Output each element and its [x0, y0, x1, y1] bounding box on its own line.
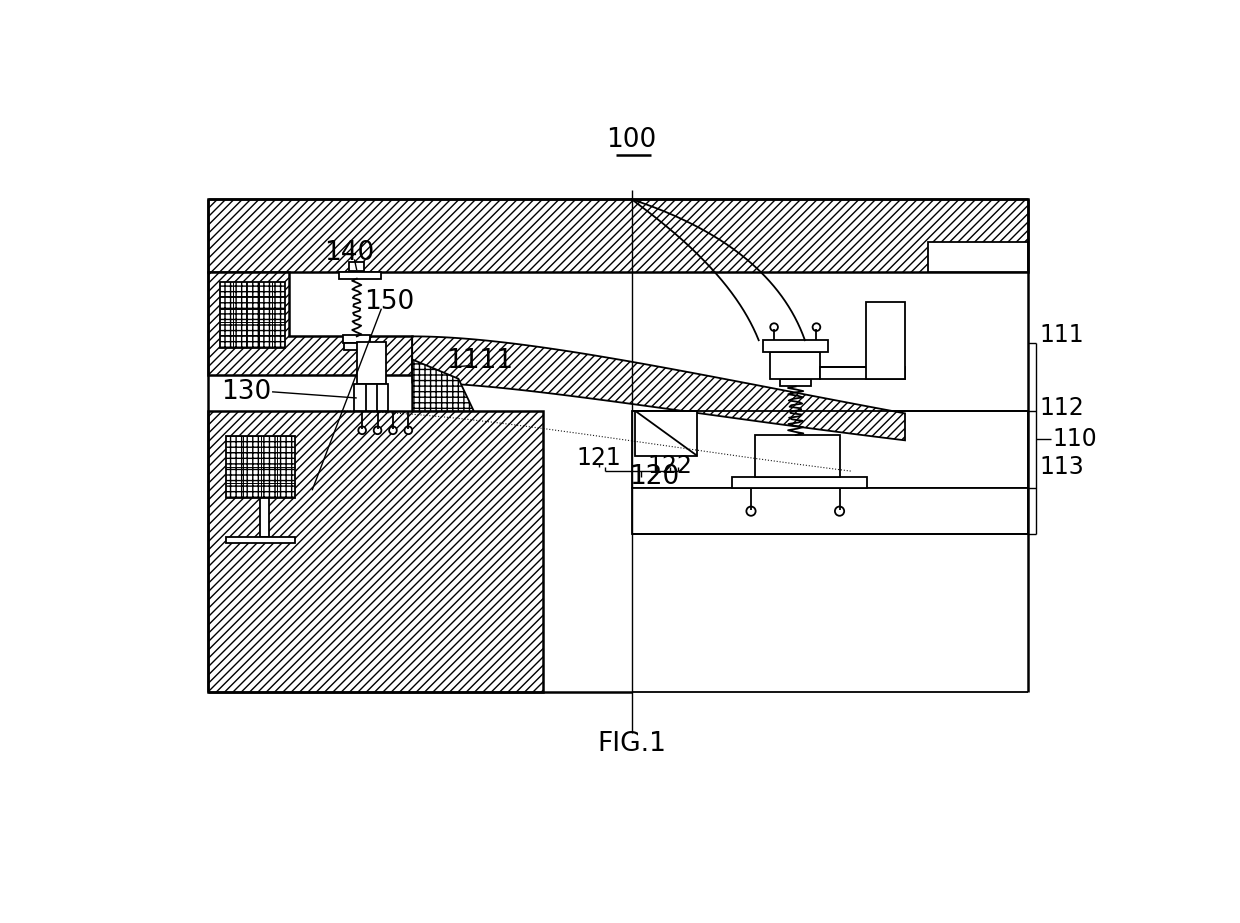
Text: 122: 122 — [647, 454, 693, 478]
Polygon shape — [412, 336, 905, 440]
Bar — [343, 335, 370, 342]
Bar — [350, 262, 365, 271]
Text: FIG.1: FIG.1 — [598, 731, 666, 758]
Text: 130: 130 — [222, 378, 272, 405]
Text: 113: 113 — [1040, 455, 1085, 479]
Bar — [631, 411, 1028, 488]
Bar — [763, 341, 828, 352]
Text: 140: 140 — [324, 240, 374, 266]
Bar — [867, 302, 905, 378]
Circle shape — [835, 507, 844, 516]
Bar — [259, 498, 269, 536]
Text: 112: 112 — [1040, 396, 1085, 420]
Text: 110: 110 — [1053, 426, 1097, 450]
Text: 121: 121 — [577, 446, 621, 470]
Text: 120: 120 — [630, 463, 680, 489]
Polygon shape — [208, 411, 543, 692]
Circle shape — [404, 426, 412, 434]
Text: 1111: 1111 — [446, 348, 513, 374]
Text: 111: 111 — [1040, 323, 1084, 347]
Polygon shape — [412, 359, 474, 411]
Circle shape — [389, 426, 397, 434]
Bar — [631, 488, 1028, 534]
Circle shape — [770, 323, 777, 331]
Polygon shape — [219, 282, 285, 348]
Bar — [770, 352, 821, 378]
Bar — [345, 342, 368, 350]
Bar — [339, 272, 382, 279]
Bar — [208, 199, 1028, 272]
Circle shape — [746, 507, 755, 516]
Bar — [226, 437, 295, 498]
Text: 150: 150 — [365, 290, 414, 316]
Bar — [226, 536, 295, 543]
Bar — [755, 435, 839, 477]
Text: 100: 100 — [606, 127, 657, 153]
Circle shape — [358, 426, 366, 434]
Circle shape — [812, 323, 821, 331]
Bar — [355, 384, 388, 411]
Bar — [928, 242, 1028, 272]
Bar — [357, 342, 386, 384]
Bar — [732, 477, 867, 488]
Bar — [780, 378, 811, 387]
Circle shape — [373, 426, 382, 434]
Bar — [821, 367, 905, 378]
Bar — [635, 411, 697, 456]
Polygon shape — [208, 272, 412, 375]
